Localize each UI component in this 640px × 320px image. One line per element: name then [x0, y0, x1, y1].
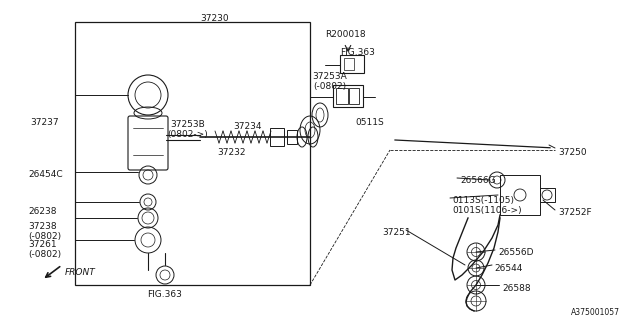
Text: FIG.363: FIG.363	[148, 290, 182, 299]
Text: 37234: 37234	[234, 122, 262, 131]
Bar	[270, 128, 284, 146]
Bar	[287, 130, 297, 144]
Text: 26454C: 26454C	[28, 170, 63, 179]
Text: FRONT: FRONT	[65, 268, 96, 277]
Text: 26588: 26588	[502, 284, 531, 293]
Bar	[340, 55, 364, 73]
Text: 37253A
(-0802): 37253A (-0802)	[312, 72, 348, 92]
Text: 26238: 26238	[28, 207, 56, 216]
Text: 37232: 37232	[218, 148, 246, 157]
Text: 37238
(-0802): 37238 (-0802)	[28, 222, 61, 241]
Text: 0511S: 0511S	[355, 118, 384, 127]
Text: 37261
(-0802): 37261 (-0802)	[28, 240, 61, 260]
Bar	[500, 175, 540, 215]
Text: 37237: 37237	[30, 118, 59, 127]
Text: 37250: 37250	[558, 148, 587, 157]
Bar	[336, 88, 348, 104]
Text: 0113S(-1105)
0101S(1106->): 0113S(-1105) 0101S(1106->)	[452, 196, 522, 215]
Text: R200018: R200018	[325, 30, 365, 39]
Bar	[344, 58, 354, 70]
Text: 37252F: 37252F	[558, 208, 591, 217]
Text: 37251: 37251	[382, 228, 411, 237]
Text: A375001057: A375001057	[571, 308, 620, 317]
Text: FIG.363: FIG.363	[340, 48, 375, 57]
Bar	[540, 188, 555, 202]
Text: 37253B
(0802->): 37253B (0802->)	[168, 120, 209, 140]
Text: 26566G: 26566G	[460, 176, 495, 185]
Bar	[333, 85, 363, 107]
Bar	[75, 22, 310, 285]
Text: 37230: 37230	[201, 14, 229, 23]
Text: 26544: 26544	[494, 264, 522, 273]
Bar	[349, 88, 359, 104]
Text: 26556D: 26556D	[498, 248, 534, 257]
